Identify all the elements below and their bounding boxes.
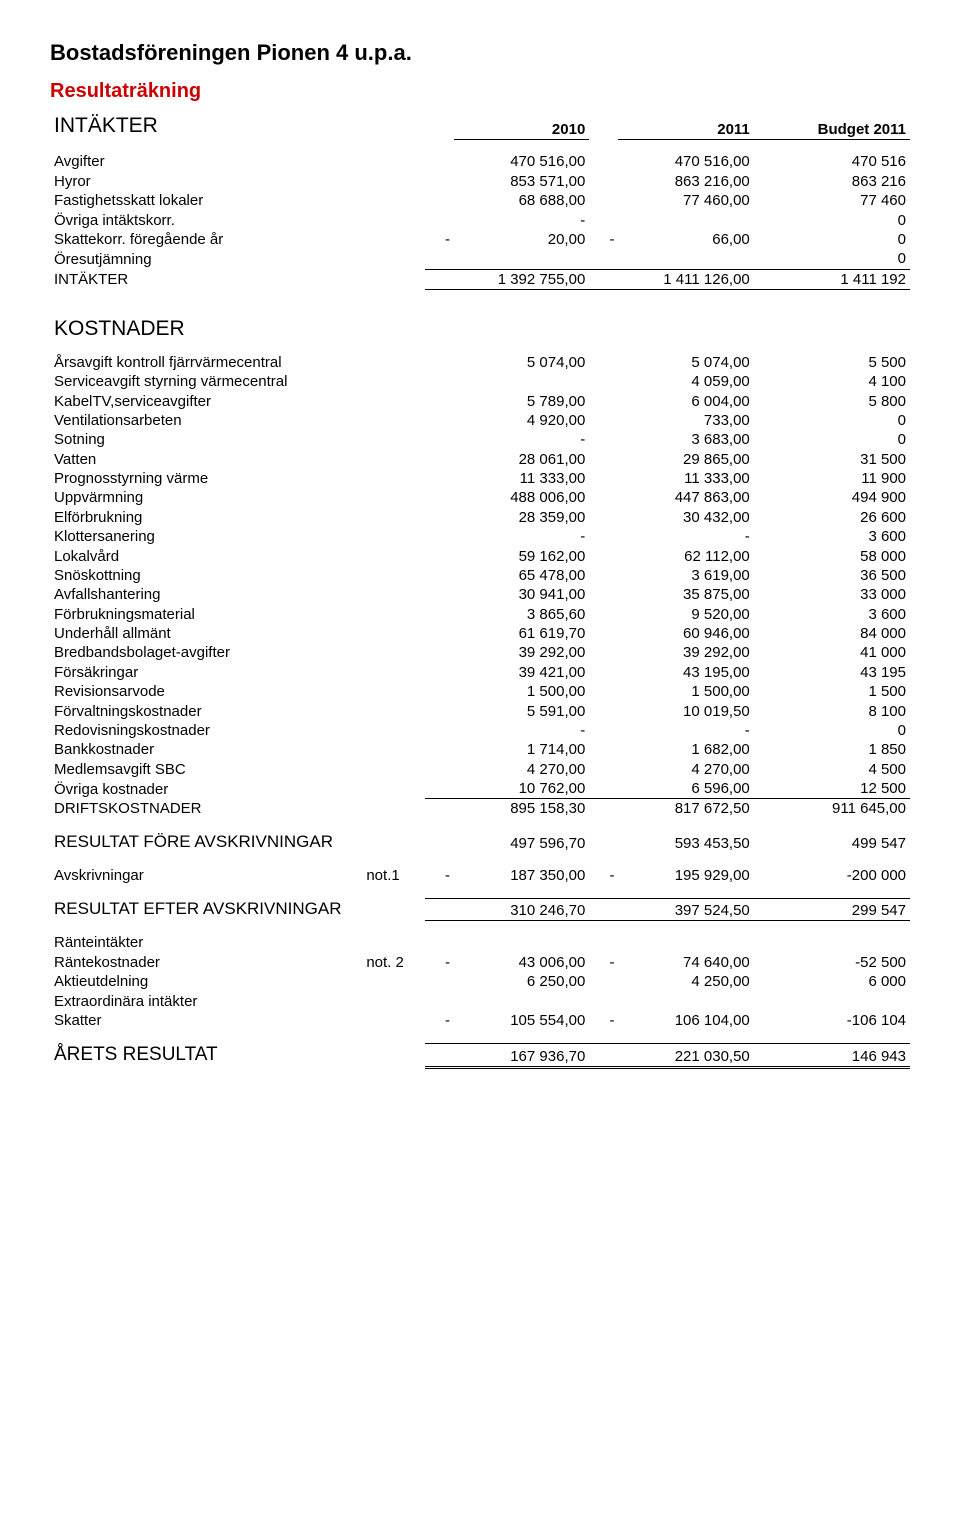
row-label: Försäkringar (50, 663, 362, 682)
resultat-efter-avskr: RESULTAT EFTER AVSKRIVNINGAR 310 246,70 … (50, 898, 910, 920)
rantekostnader-row: Räntekostnader not. 2 -43 006,00 -74 640… (50, 953, 910, 972)
kostnader-row: Klottersanering--3 600 (50, 527, 910, 546)
org-title: Bostadsföreningen Pionen 4 u.p.a. (50, 40, 910, 66)
row-label: Medlemsavgift SBC (50, 760, 362, 779)
intakter-row: Övriga intäktskorr.-0 (50, 210, 910, 229)
row-label: Snöskottning (50, 566, 362, 585)
row-label: Bankkostnader (50, 740, 362, 759)
row-label: Övriga intäktskorr. (50, 210, 362, 229)
kostnader-row: Prognosstyrning värme11 333,0011 333,001… (50, 469, 910, 488)
kostnader-row: Bankkostnader1 714,001 682,001 850 (50, 740, 910, 759)
kostnader-row: Medlemsavgift SBC4 270,004 270,004 500 (50, 760, 910, 779)
aktieutdelning-row: Aktieutdelning 6 250,00 4 250,00 6 000 (50, 972, 910, 991)
row-label: Avfallshantering (50, 585, 362, 604)
avskrivningar-row: Avskrivningar not.1 -187 350,00 -195 929… (50, 866, 910, 885)
row-label: Lokalvård (50, 546, 362, 565)
row-label: Ventilationsarbeten (50, 411, 362, 430)
doc-subtitle: Resultaträkning (50, 80, 910, 103)
kostnader-row: Försäkringar39 421,0043 195,0043 195 (50, 663, 910, 682)
intakter-row: Öresutjämning0 (50, 249, 910, 269)
kostnader-row: Förvaltningskostnader5 591,0010 019,508 … (50, 701, 910, 720)
row-label: Skattekorr. föregående år (50, 230, 362, 249)
row-label: Serviceavgift styrning värmecentral (50, 372, 362, 391)
row-label: Förbrukningsmaterial (50, 605, 362, 624)
kostnader-row: Övriga kostnader10 762,006 596,0012 500 (50, 779, 910, 799)
row-label: Öresutjämning (50, 249, 362, 269)
header-row: INTÄKTER 2010 2011 Budget 2011 (50, 113, 910, 139)
kostnader-row: Bredbandsbolaget-avgifter39 292,0039 292… (50, 643, 910, 662)
intakter-heading: INTÄKTER (50, 113, 362, 139)
driftskostnader-total: DRIFTSKOSTNADER 895 158,30 817 672,50 91… (50, 799, 910, 819)
row-label: Prognosstyrning värme (50, 469, 362, 488)
arets-resultat: ÅRETS RESULTAT 167 936,70 221 030,50 146… (50, 1043, 910, 1067)
row-label: Redovisningskostnader (50, 721, 362, 740)
kostnader-row: Sotning-3 683,000 (50, 430, 910, 449)
kostnader-row: Avfallshantering30 941,0035 875,0033 000 (50, 585, 910, 604)
extraord-row: Extraordinära intäkter (50, 991, 910, 1010)
kostnader-heading: KOSTNADER (54, 317, 906, 341)
col-2010: 2010 (454, 113, 589, 139)
kostnader-row: Redovisningskostnader--0 (50, 721, 910, 740)
skatter-row: Skatter -105 554,00 -106 104,00 -106 104 (50, 1011, 910, 1030)
note-1: not.1 (362, 866, 424, 885)
col-2011: 2011 (618, 113, 753, 139)
row-label: Vatten (50, 450, 362, 469)
resultat-fore-avskr: RESULTAT FÖRE AVSKRIVNINGAR 497 596,70 5… (50, 831, 910, 853)
row-label: Förvaltningskostnader (50, 701, 362, 720)
kostnader-row: Snöskottning65 478,003 619,0036 500 (50, 566, 910, 585)
row-label: Årsavgift kontroll fjärrvärmecentral (50, 353, 362, 372)
intakter-total: INTÄKTER 1 392 755,00 1 411 126,00 1 411… (50, 269, 910, 289)
kostnader-row: Lokalvård59 162,0062 112,0058 000 (50, 546, 910, 565)
row-label: Bredbandsbolaget-avgifter (50, 643, 362, 662)
row-label: Revisionsarvode (50, 682, 362, 701)
intakter-row: Fastighetsskatt lokaler68 688,0077 460,0… (50, 191, 910, 210)
ranteintakter-row: Ränteintäkter (50, 933, 910, 952)
kostnader-row: KabelTV,serviceavgifter5 789,006 004,005… (50, 391, 910, 410)
intakter-row: Avgifter470 516,00470 516,00470 516 (50, 152, 910, 171)
kostnader-row: Uppvärmning488 006,00447 863,00494 900 (50, 488, 910, 507)
row-label: Hyror (50, 172, 362, 191)
kostnader-row: Vatten28 061,0029 865,0031 500 (50, 450, 910, 469)
kostnader-row: Serviceavgift styrning värmecentral4 059… (50, 372, 910, 391)
income-statement-table: INTÄKTER 2010 2011 Budget 2011 Avgifter4… (50, 113, 910, 1069)
row-label: Klottersanering (50, 527, 362, 546)
row-label: Sotning (50, 430, 362, 449)
kostnader-row: Revisionsarvode1 500,001 500,001 500 (50, 682, 910, 701)
row-label: Underhåll allmänt (50, 624, 362, 643)
intakter-row: Skattekorr. föregående år-20,00-66,000 (50, 230, 910, 249)
note-2: not. 2 (362, 953, 424, 972)
kostnader-row: Elförbrukning28 359,0030 432,0026 600 (50, 508, 910, 527)
row-label: Uppvärmning (50, 488, 362, 507)
kostnader-row: Förbrukningsmaterial3 865,609 520,003 60… (50, 605, 910, 624)
intakter-row: Hyror853 571,00863 216,00863 216 (50, 172, 910, 191)
row-label: Elförbrukning (50, 508, 362, 527)
kostnader-row: Ventilationsarbeten4 920,00733,000 (50, 411, 910, 430)
row-label: Övriga kostnader (50, 779, 362, 799)
row-label: Avgifter (50, 152, 362, 171)
row-label: Fastighetsskatt lokaler (50, 191, 362, 210)
kostnader-row: Underhåll allmänt61 619,7060 946,0084 00… (50, 624, 910, 643)
row-label: KabelTV,serviceavgifter (50, 391, 362, 410)
col-budget: Budget 2011 (754, 113, 910, 139)
kostnader-row: Årsavgift kontroll fjärrvärmecentral5 07… (50, 353, 910, 372)
